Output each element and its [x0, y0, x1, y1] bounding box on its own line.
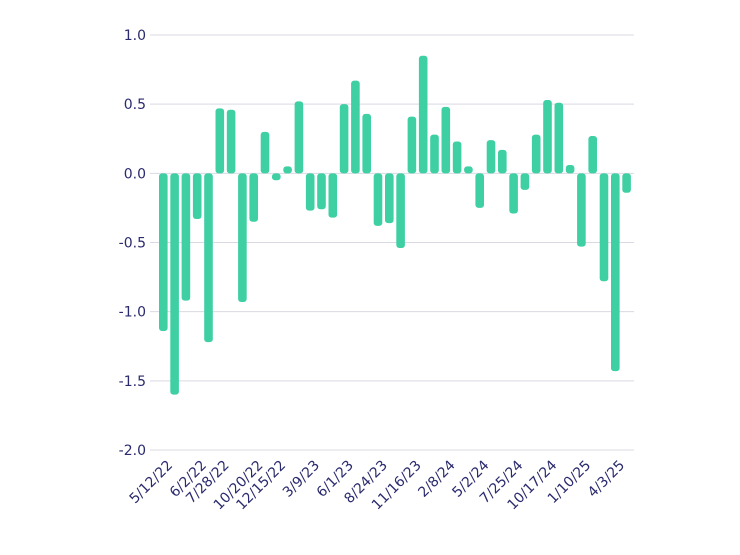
bar: [441, 106, 451, 174]
bar: [509, 173, 518, 214]
bar: [531, 134, 541, 174]
y-tick-label: -1.5: [119, 374, 146, 390]
bar: [452, 141, 462, 174]
x-axis: 5/12/226/2/227/28/2210/20/2212/15/223/9/…: [127, 457, 628, 513]
y-tick-label: 0.5: [124, 97, 146, 113]
bar: [554, 102, 564, 174]
bar: [622, 173, 631, 193]
grid-lines: [150, 34, 634, 451]
bar: [283, 166, 292, 174]
bar: [260, 131, 270, 174]
bar: [317, 173, 326, 210]
bars: [159, 55, 631, 395]
bar: [588, 135, 597, 174]
bar: [351, 80, 360, 174]
bar: [520, 173, 530, 190]
bar: [577, 173, 586, 247]
bar: [294, 101, 304, 174]
bar: [543, 100, 552, 174]
bar: [192, 173, 202, 219]
bar: [305, 173, 315, 211]
bar: [475, 173, 484, 208]
bar: [430, 134, 439, 174]
bar: [226, 109, 236, 174]
bar: [498, 149, 507, 174]
bar: [385, 173, 394, 224]
bar: [486, 140, 496, 174]
bar: [611, 173, 620, 372]
bar: [362, 113, 371, 174]
x-tick-label: 5/12/22: [127, 458, 176, 507]
bar: [418, 55, 428, 174]
bar: [464, 166, 473, 174]
bar: [599, 173, 609, 282]
y-tick-label: -1.0: [119, 305, 146, 321]
y-tick-label: 0.0: [124, 166, 146, 182]
bar: [215, 108, 225, 174]
bar: [238, 173, 247, 302]
bar: [204, 173, 213, 343]
y-tick-label: -0.5: [119, 236, 146, 252]
y-tick-label: 1.0: [124, 28, 146, 44]
y-tick-label: -2.0: [119, 443, 146, 459]
bar: [328, 173, 338, 218]
bar: [373, 173, 383, 226]
bar: [339, 104, 349, 174]
bar: [407, 116, 417, 174]
x-tick-label: 2/8/24: [415, 457, 458, 500]
bar: [170, 173, 179, 395]
bar: [181, 173, 191, 301]
bar: [565, 165, 575, 174]
bar: [272, 173, 281, 181]
bar: [159, 173, 168, 332]
bar: [249, 173, 258, 222]
x-tick-label: 3/9/23: [280, 458, 323, 501]
bar: [396, 173, 405, 249]
x-tick-label: 4/3/25: [585, 458, 628, 501]
y-axis: 1.0 0.5 0.0 -0.5 -1.0 -1.5 -2.0: [119, 28, 146, 459]
